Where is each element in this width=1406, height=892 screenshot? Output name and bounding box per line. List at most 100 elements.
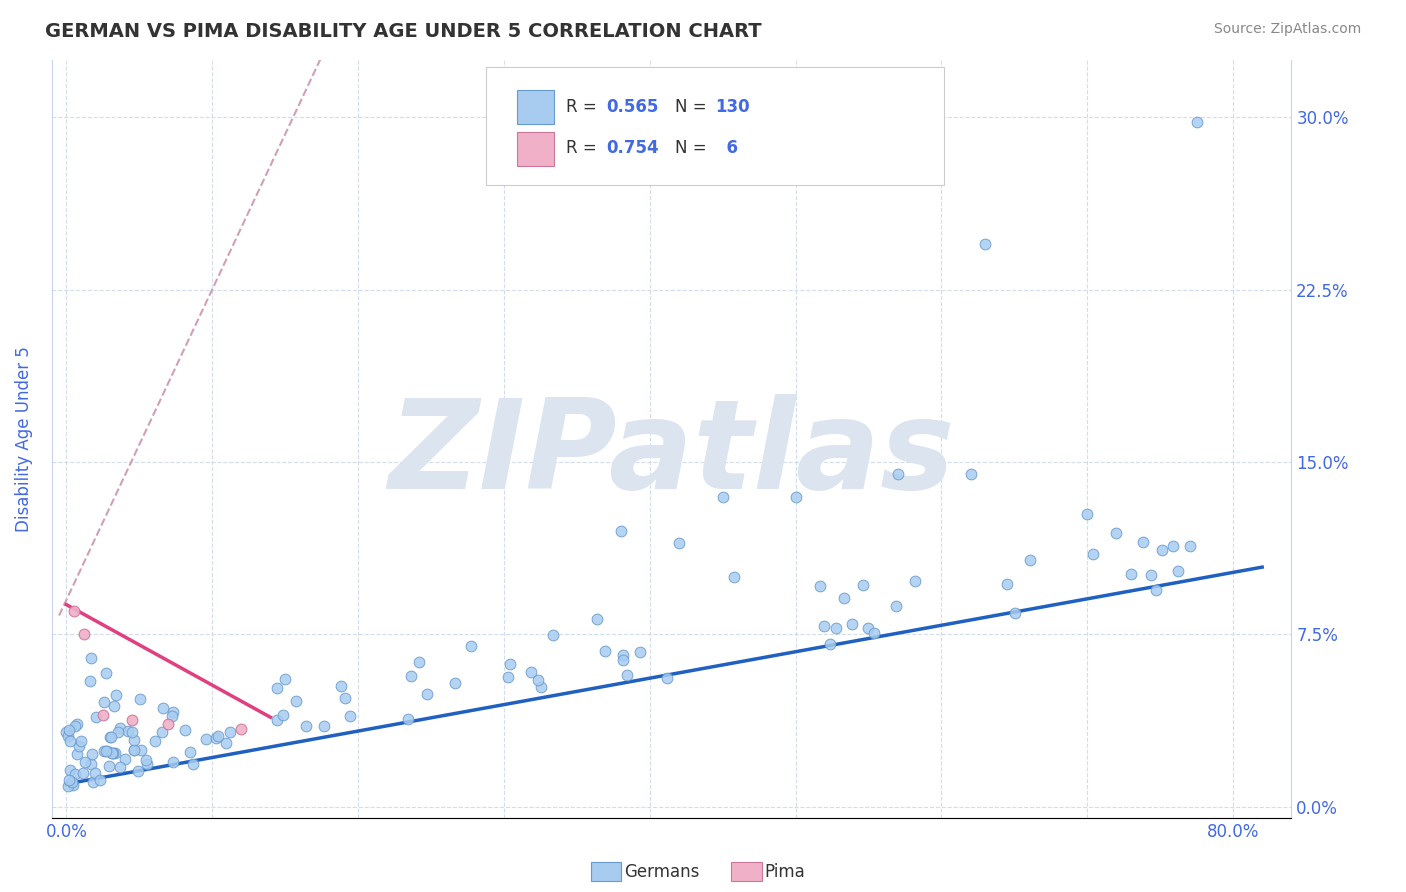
Point (274, 672, 297, 686)
Point (101, 746, 124, 760)
Point (195, 731, 218, 746)
Point (852, 578, 875, 592)
Point (91, 708, 114, 723)
Point (416, 687, 439, 701)
Point (117, 723, 139, 738)
Point (84, 766, 107, 780)
Point (808, 579, 831, 593)
Point (616, 668, 638, 682)
Point (69, 734, 91, 748)
Point (595, 644, 617, 658)
Point (160, 709, 183, 723)
Point (63, 767, 86, 781)
Point (183, 757, 205, 772)
Text: 0.565: 0.565 (606, 97, 658, 116)
Point (520, 665, 543, 679)
Point (312, 719, 335, 733)
Point (499, 657, 522, 671)
Text: ZIPatlas: ZIPatlas (388, 393, 955, 515)
Point (834, 591, 856, 605)
Point (84, 710, 107, 724)
Point (66, 716, 89, 731)
Text: Germans: Germans (624, 863, 700, 881)
Point (668, 535, 690, 549)
Bar (516, 90, 554, 124)
Point (80, 757, 103, 772)
Point (1081, 547, 1104, 561)
Point (339, 709, 361, 723)
Point (1167, 564, 1189, 578)
Point (157, 717, 180, 731)
Point (121, 724, 143, 739)
Text: R =: R = (567, 97, 602, 116)
Point (460, 640, 482, 654)
Point (530, 680, 553, 694)
Point (179, 745, 201, 759)
Point (959, 467, 981, 481)
Text: Source: ZipAtlas.com: Source: ZipAtlas.com (1213, 22, 1361, 37)
Point (65, 719, 87, 733)
Point (162, 755, 184, 769)
Point (333, 690, 356, 705)
Point (785, 490, 807, 504)
Point (813, 618, 835, 632)
Point (82, 747, 104, 762)
Point (1144, 582, 1167, 597)
Point (231, 722, 253, 736)
Point (818, 637, 841, 651)
Point (98, 730, 121, 744)
Point (273, 707, 295, 722)
Point (1018, 552, 1040, 566)
Point (219, 724, 242, 739)
Point (609, 524, 631, 538)
Point (904, 574, 927, 588)
Point (266, 713, 288, 727)
Bar (516, 132, 554, 166)
Point (858, 621, 880, 635)
Point (1152, 543, 1174, 558)
Point (1163, 539, 1185, 553)
Point (1076, 508, 1098, 522)
Point (152, 725, 174, 739)
Point (58, 772, 80, 787)
Point (711, 490, 734, 504)
Point (93, 695, 115, 709)
Point (295, 719, 318, 733)
Point (862, 626, 884, 640)
Text: 6: 6 (714, 139, 738, 157)
Point (443, 676, 465, 690)
Point (59, 734, 82, 748)
Point (103, 698, 125, 713)
Point (498, 670, 520, 684)
Point (396, 712, 419, 726)
Point (628, 645, 651, 659)
Point (174, 723, 197, 738)
Point (62, 605, 84, 619)
Point (100, 746, 122, 760)
Point (974, 236, 997, 251)
Point (204, 731, 226, 745)
Point (82, 775, 104, 789)
Point (122, 743, 145, 757)
Point (129, 692, 152, 706)
Text: R =: R = (567, 139, 602, 157)
Point (527, 673, 550, 687)
Point (884, 599, 907, 614)
Point (1004, 606, 1026, 620)
Point (98, 759, 121, 773)
Point (67, 739, 90, 754)
Point (60, 775, 83, 789)
Point (94, 744, 117, 758)
Point (886, 467, 908, 481)
Point (101, 746, 124, 760)
Point (104, 746, 127, 760)
Point (58, 723, 80, 737)
Point (995, 577, 1018, 591)
Point (62, 778, 84, 792)
Point (284, 694, 307, 708)
Point (162, 705, 184, 719)
Point (79, 651, 101, 665)
Y-axis label: Disability Age Under 5: Disability Age Under 5 (15, 346, 32, 532)
Point (107, 725, 129, 739)
Point (723, 570, 745, 584)
